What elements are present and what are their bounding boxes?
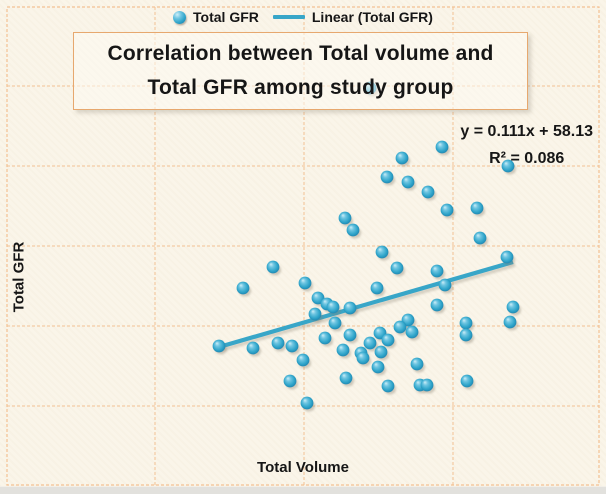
- x-axis-title: Total Volume: [257, 459, 349, 476]
- legend-item-linear: Linear (Total GFR): [272, 9, 433, 25]
- trendline-swatch-icon: [272, 15, 305, 19]
- trendline-annotation: y = 0.111x + 58.13 R² = 0.086: [460, 118, 593, 172]
- chart-title-line2: Total GFR among study group: [147, 76, 454, 99]
- y-axis-title: Total GFR: [10, 241, 28, 313]
- chart-title-line1: Correlation between Total volume and: [107, 42, 494, 65]
- legend-label-total-gfr: Total GFR: [193, 9, 259, 25]
- scatter-marker-icon: [173, 10, 187, 24]
- bottom-margin-strip: [0, 486, 606, 494]
- chart-legend: Total GFR Linear (Total GFR): [0, 6, 606, 28]
- trendline-r-squared: R² = 0.086: [489, 150, 565, 167]
- chart-title-box: Correlation between Total volume and Tot…: [73, 32, 528, 110]
- trendline-equation: y = 0.111x + 58.13: [460, 123, 593, 140]
- legend-item-total-gfr: Total GFR: [173, 9, 259, 25]
- legend-label-linear: Linear (Total GFR): [311, 9, 433, 25]
